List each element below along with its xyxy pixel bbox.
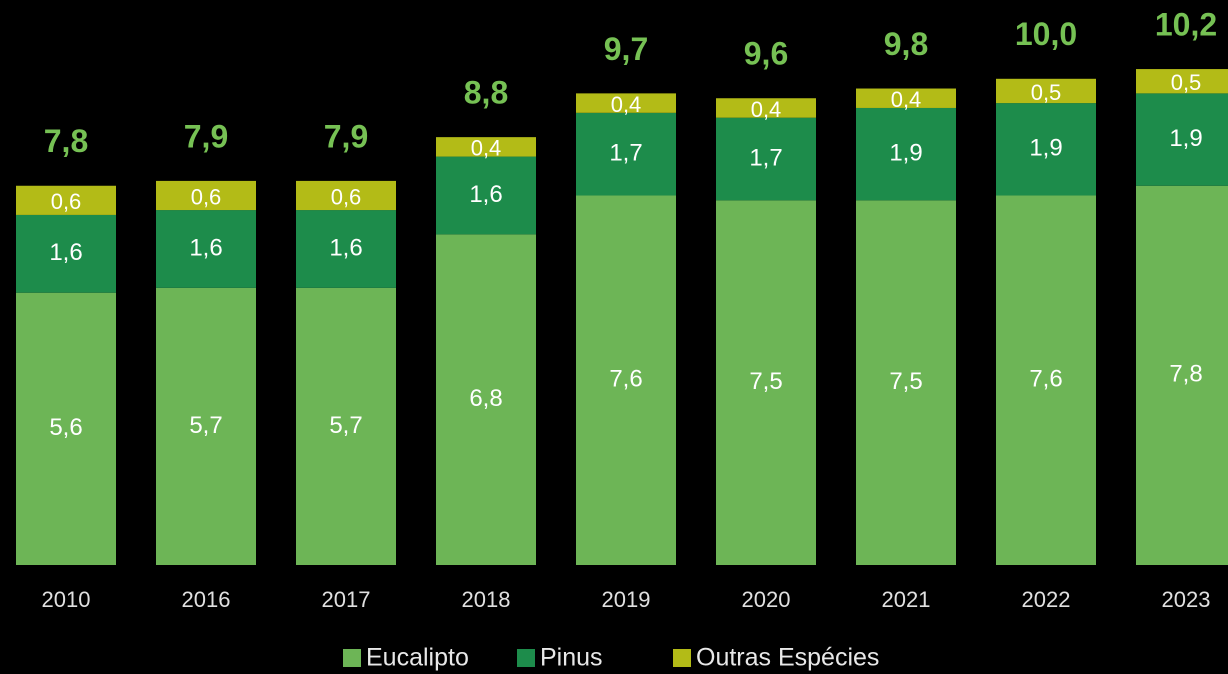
bar-segment [16,214,116,293]
bar-segment [856,200,956,565]
value-label: 6,8 [469,385,502,412]
value-label: 1,7 [609,139,642,166]
bar-segment [1136,93,1228,186]
x-tick-label: 2020 [742,587,791,612]
value-label: 0,5 [1031,80,1062,105]
total-label: 7,9 [324,118,368,154]
bar-segment [996,78,1096,104]
value-label: 1,9 [1169,125,1202,152]
value-label: 0,6 [331,184,362,209]
bar-segment [996,195,1096,565]
x-tick-label: 2022 [1022,587,1071,612]
legend-label: Outras Espécies [696,644,879,672]
x-tick-label: 2018 [462,587,511,612]
value-label: 1,6 [189,234,222,261]
bar-segment [156,180,256,211]
legend-swatch [517,649,535,667]
bar-segment [296,210,396,288]
legend-label: Pinus [540,644,603,672]
bar-segment [436,234,536,565]
value-label: 5,7 [189,412,222,439]
value-label: 7,5 [749,368,782,395]
bar-segment [156,287,256,565]
total-label: 10,0 [1015,16,1077,52]
value-label: 1,6 [329,234,362,261]
bar-segment [576,112,676,196]
x-tick-label: 2021 [882,587,931,612]
total-label: 10,2 [1155,7,1217,43]
bar-segment [296,180,396,211]
value-label: 0,6 [51,189,82,214]
value-label: 0,4 [751,97,782,122]
bar-segment [716,200,816,565]
bar-segment [716,98,816,118]
value-label: 0,4 [891,87,922,112]
legend-swatch [673,649,691,667]
bar-segment [856,107,956,201]
value-label: 5,6 [49,414,82,441]
value-label: 5,7 [329,412,362,439]
bar-segment [576,195,676,565]
value-label: 0,4 [611,92,642,117]
bar-segment [856,88,956,108]
bar-segment [576,93,676,113]
value-label: 0,6 [191,184,222,209]
value-label: 7,5 [889,368,922,395]
value-label: 0,5 [1171,70,1202,95]
bar-segment [156,210,256,288]
value-label: 1,6 [469,181,502,208]
value-label: 7,8 [1169,361,1202,388]
bar-segment [16,185,116,215]
bar-segment [716,117,816,201]
x-tick-label: 2010 [42,587,91,612]
bar-segment [296,287,396,565]
bar-segment [1136,69,1228,94]
total-label: 8,8 [464,75,508,111]
bar-segment [436,156,536,235]
x-tick-label: 2023 [1162,587,1211,612]
value-label: 1,9 [889,139,922,166]
total-label: 9,6 [744,36,788,72]
x-tick-label: 2016 [182,587,231,612]
total-label: 7,9 [184,118,228,154]
x-tick-label: 2019 [602,587,651,612]
bar-segment [1136,185,1228,566]
bar-segment [16,292,116,565]
x-tick-label: 2017 [322,587,371,612]
value-label: 1,9 [1029,135,1062,162]
legend-swatch [343,649,361,667]
value-label: 0,4 [471,136,502,161]
value-label: 7,6 [609,366,642,393]
bar-segment [996,103,1096,196]
value-label: 1,6 [49,239,82,266]
total-label: 9,7 [604,31,648,67]
total-label: 7,8 [44,123,88,159]
bar-segment [436,137,536,157]
value-label: 1,7 [749,144,782,171]
total-label: 9,8 [884,26,928,62]
legend-label: Eucalipto [366,644,469,672]
value-label: 7,6 [1029,366,1062,393]
